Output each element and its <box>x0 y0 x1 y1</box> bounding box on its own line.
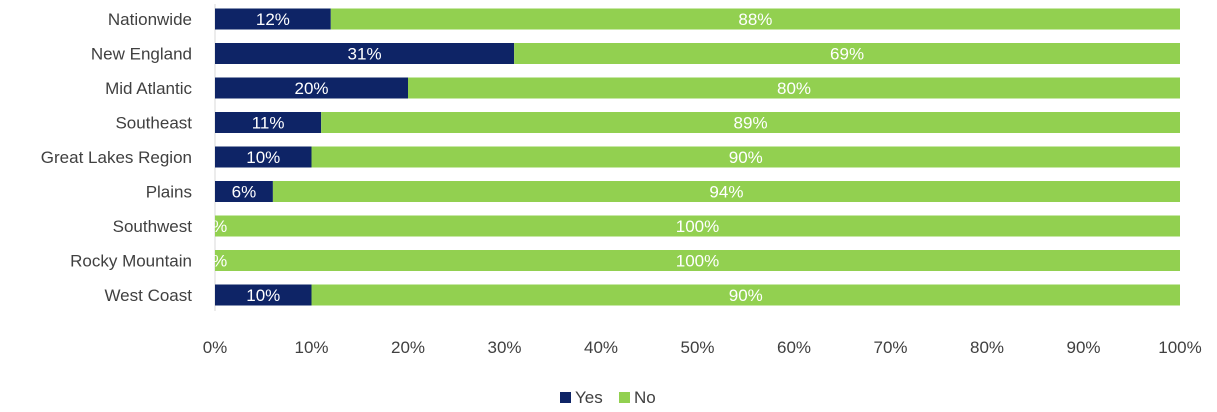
x-tick-label: 100% <box>1158 338 1201 357</box>
x-tick-label: 50% <box>680 338 714 357</box>
x-tick-label: 40% <box>584 338 618 357</box>
data-label-no: 100% <box>676 252 719 271</box>
x-tick-label: 80% <box>970 338 1004 357</box>
data-label-yes: 6% <box>232 183 257 202</box>
data-label-yes: 0% <box>203 252 228 271</box>
legend-label: No <box>634 388 656 407</box>
data-label-no: 69% <box>830 45 864 64</box>
data-label-yes: 20% <box>294 79 328 98</box>
legend-swatch <box>619 392 630 403</box>
bar-segment-no <box>514 43 1180 64</box>
data-label-yes: 31% <box>348 45 382 64</box>
data-label-no: 90% <box>729 148 763 167</box>
data-label-yes: 11% <box>252 114 285 133</box>
data-label-no: 100% <box>676 217 719 236</box>
x-tick-label: 0% <box>203 338 228 357</box>
bar-segment-yes <box>215 284 312 306</box>
x-tick-label: 10% <box>294 338 328 357</box>
data-label-no: 80% <box>777 79 811 98</box>
bar-segment-yes <box>215 146 312 168</box>
legend-label: Yes <box>575 388 603 407</box>
bar-segment-yes <box>215 8 331 30</box>
bar-segment-yes <box>215 77 408 99</box>
bar-segment-no <box>311 284 1180 306</box>
data-labels: 12% 88% 31% 69% 20% 80% 11% 89% 10% 90% 6% 94% 0% 100… <box>203 10 864 305</box>
x-tick-label: 20% <box>391 338 425 357</box>
bar-segment-yes <box>215 112 322 133</box>
category-label: Great Lakes Region <box>41 148 192 167</box>
bar-segment-yes <box>215 43 515 64</box>
x-tick-label: 90% <box>1066 338 1100 357</box>
data-label-no: 89% <box>734 114 768 133</box>
legend: Yes No <box>560 388 656 407</box>
category-labels: Nationwide New England Mid Atlantic Southea… <box>41 10 193 305</box>
category-label: New England <box>91 45 192 64</box>
data-label-yes: 12% <box>256 10 290 29</box>
category-label: Nationwide <box>108 10 192 29</box>
bar-segment-no <box>321 112 1180 133</box>
data-label-yes: 10% <box>246 148 280 167</box>
category-label: West Coast <box>104 286 192 305</box>
legend-item-no: No <box>619 388 656 407</box>
category-label: Southwest <box>113 217 193 236</box>
bar-segment-no <box>215 250 1180 271</box>
category-label: Plains <box>146 183 192 202</box>
category-label: Rocky Mountain <box>70 252 192 271</box>
x-tick-labels: 0% 10% 20% 30% 40% 50% 60% 70% 80% 90% 100% <box>203 338 1202 357</box>
data-label-yes: 0% <box>203 217 228 236</box>
data-label-no: 94% <box>709 183 743 202</box>
category-label: Southeast <box>115 114 192 133</box>
data-label-yes: 10% <box>246 286 280 305</box>
bar-segment-no <box>408 77 1180 99</box>
bar-segment-no <box>330 8 1180 30</box>
bars <box>215 8 1180 306</box>
bar-segment-no <box>311 146 1180 168</box>
bar-segment-no <box>272 181 1180 202</box>
x-tick-label: 60% <box>777 338 811 357</box>
category-label: Mid Atlantic <box>105 79 192 98</box>
data-label-no: 90% <box>729 286 763 305</box>
legend-item-yes: Yes <box>560 388 603 407</box>
bar-segment-no <box>215 215 1180 237</box>
legend-swatch <box>560 392 571 403</box>
bar-segment-yes <box>215 181 273 202</box>
x-tick-label: 30% <box>487 338 521 357</box>
x-tick-label: 70% <box>873 338 907 357</box>
data-label-no: 88% <box>738 10 772 29</box>
